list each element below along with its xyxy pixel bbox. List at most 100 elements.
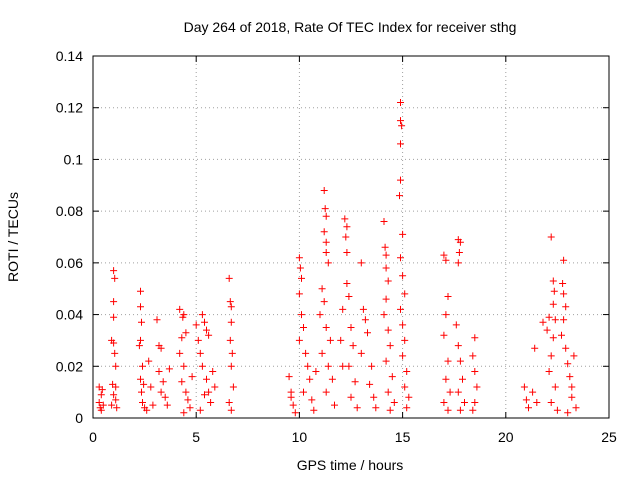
- data-point: [226, 298, 234, 306]
- data-point: [198, 362, 206, 370]
- data-point: [380, 218, 388, 225]
- data-point: [110, 298, 118, 306]
- y-tick-label: 0.1: [64, 151, 84, 167]
- data-point: [454, 388, 462, 396]
- data-point: [135, 342, 143, 350]
- data-point: [97, 406, 105, 414]
- data-point: [149, 401, 157, 409]
- data-point: [180, 362, 188, 370]
- data-point: [403, 368, 411, 375]
- data-point: [320, 187, 328, 194]
- data-point: [560, 256, 568, 264]
- data-point: [545, 313, 553, 321]
- data-point: [227, 362, 235, 370]
- data-point: [568, 393, 576, 401]
- data-point: [227, 303, 235, 311]
- data-point: [372, 404, 380, 412]
- data-point: [176, 349, 184, 357]
- data-point: [382, 357, 390, 365]
- data-point: [397, 117, 404, 125]
- data-point: [454, 259, 462, 267]
- data-point: [298, 274, 305, 282]
- data-point: [138, 388, 145, 396]
- data-point: [398, 122, 406, 130]
- data-point: [351, 378, 359, 386]
- data-point: [159, 378, 167, 386]
- data-point: [553, 406, 561, 414]
- data-point: [442, 311, 450, 319]
- data-point: [113, 404, 121, 412]
- data-point: [397, 140, 404, 148]
- data-point: [442, 375, 450, 383]
- data-point: [226, 336, 234, 344]
- data-point: [112, 362, 120, 370]
- data-point: [343, 249, 351, 256]
- data-point: [562, 344, 570, 352]
- data-point: [452, 321, 460, 329]
- data-point: [203, 375, 210, 383]
- y-tick-label: 0.06: [56, 255, 83, 271]
- y-tick-label: 0.12: [56, 100, 83, 116]
- data-point: [566, 373, 574, 381]
- data-point: [469, 406, 477, 414]
- data-point: [180, 409, 188, 417]
- data-point: [471, 399, 479, 406]
- data-point: [304, 362, 312, 370]
- data-point: [176, 305, 184, 313]
- data-point: [345, 293, 353, 300]
- data-point: [137, 287, 144, 295]
- data-point: [549, 300, 557, 308]
- data-point: [153, 316, 161, 324]
- data-point: [186, 404, 194, 412]
- data-point: [370, 393, 378, 401]
- data-point: [405, 393, 413, 401]
- data-point: [444, 406, 452, 414]
- data-point: [440, 399, 448, 406]
- data-point: [401, 383, 409, 391]
- data-point: [551, 383, 559, 391]
- data-point: [98, 386, 106, 394]
- data-point: [444, 357, 452, 365]
- data-point: [390, 399, 398, 406]
- data-point: [382, 251, 390, 259]
- data-point: [188, 373, 196, 381]
- data-point: [143, 406, 151, 414]
- data-point: [549, 334, 557, 342]
- data-point: [339, 305, 347, 313]
- data-point: [331, 401, 338, 409]
- data-point: [456, 406, 464, 414]
- x-axis-label: GPS time / hours: [297, 457, 404, 473]
- data-point: [343, 223, 351, 231]
- data-point: [549, 277, 557, 285]
- data-point: [471, 334, 479, 342]
- data-point: [108, 401, 116, 409]
- data-point: [328, 375, 336, 383]
- data-point: [543, 326, 551, 334]
- data-point: [295, 254, 303, 262]
- data-point: [310, 406, 318, 414]
- data-point: [322, 212, 330, 220]
- data-point: [182, 329, 190, 337]
- data-point: [547, 399, 555, 406]
- data-point: [384, 388, 392, 396]
- data-point: [572, 404, 580, 412]
- x-tick-label: 25: [601, 429, 617, 445]
- data-point: [459, 375, 466, 383]
- data-point: [456, 357, 464, 365]
- data-point: [207, 399, 215, 406]
- data-point: [440, 331, 448, 339]
- data-point: [388, 373, 396, 381]
- data-point: [322, 324, 330, 331]
- axis-ticks: 0 5 10 15 20 25 0 0.02 0.04 0.06 0.08 0.1 0.12 0.14: [56, 48, 617, 445]
- data-point: [318, 349, 326, 357]
- data-point: [339, 362, 347, 370]
- data-point: [295, 336, 303, 344]
- data-point: [446, 388, 454, 396]
- data-point: [384, 277, 392, 285]
- data-point: [201, 318, 208, 326]
- data-point: [570, 352, 578, 360]
- data-point: [205, 331, 213, 339]
- data-point: [454, 342, 462, 350]
- x-tick-label: 15: [395, 429, 411, 445]
- data-point: [456, 238, 464, 246]
